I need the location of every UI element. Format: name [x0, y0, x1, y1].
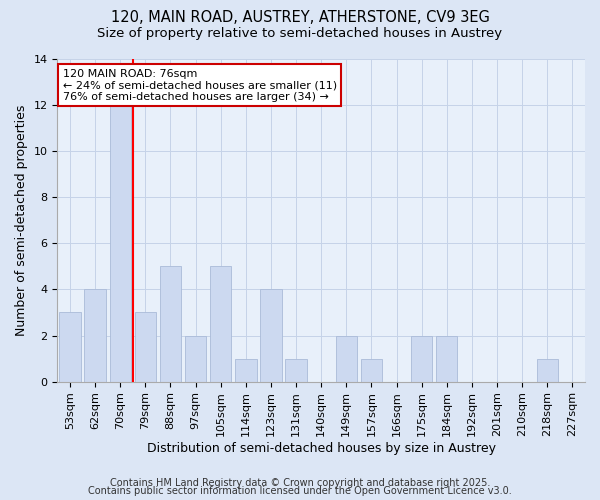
- Bar: [411, 336, 433, 382]
- Bar: [536, 358, 558, 382]
- Bar: [134, 312, 156, 382]
- Bar: [85, 290, 106, 382]
- Text: Size of property relative to semi-detached houses in Austrey: Size of property relative to semi-detach…: [97, 28, 503, 40]
- X-axis label: Distribution of semi-detached houses by size in Austrey: Distribution of semi-detached houses by …: [147, 442, 496, 455]
- Bar: [436, 336, 457, 382]
- Text: Contains public sector information licensed under the Open Government Licence v3: Contains public sector information licen…: [88, 486, 512, 496]
- Bar: [335, 336, 357, 382]
- Text: 120 MAIN ROAD: 76sqm
← 24% of semi-detached houses are smaller (11)
76% of semi-: 120 MAIN ROAD: 76sqm ← 24% of semi-detac…: [62, 68, 337, 102]
- Bar: [110, 105, 131, 382]
- Text: Contains HM Land Registry data © Crown copyright and database right 2025.: Contains HM Land Registry data © Crown c…: [110, 478, 490, 488]
- Bar: [185, 336, 206, 382]
- Bar: [361, 358, 382, 382]
- Y-axis label: Number of semi-detached properties: Number of semi-detached properties: [15, 104, 28, 336]
- Bar: [260, 290, 281, 382]
- Bar: [59, 312, 80, 382]
- Bar: [286, 358, 307, 382]
- Bar: [210, 266, 232, 382]
- Bar: [235, 358, 257, 382]
- Text: 120, MAIN ROAD, AUSTREY, ATHERSTONE, CV9 3EG: 120, MAIN ROAD, AUSTREY, ATHERSTONE, CV9…: [110, 10, 490, 25]
- Bar: [160, 266, 181, 382]
